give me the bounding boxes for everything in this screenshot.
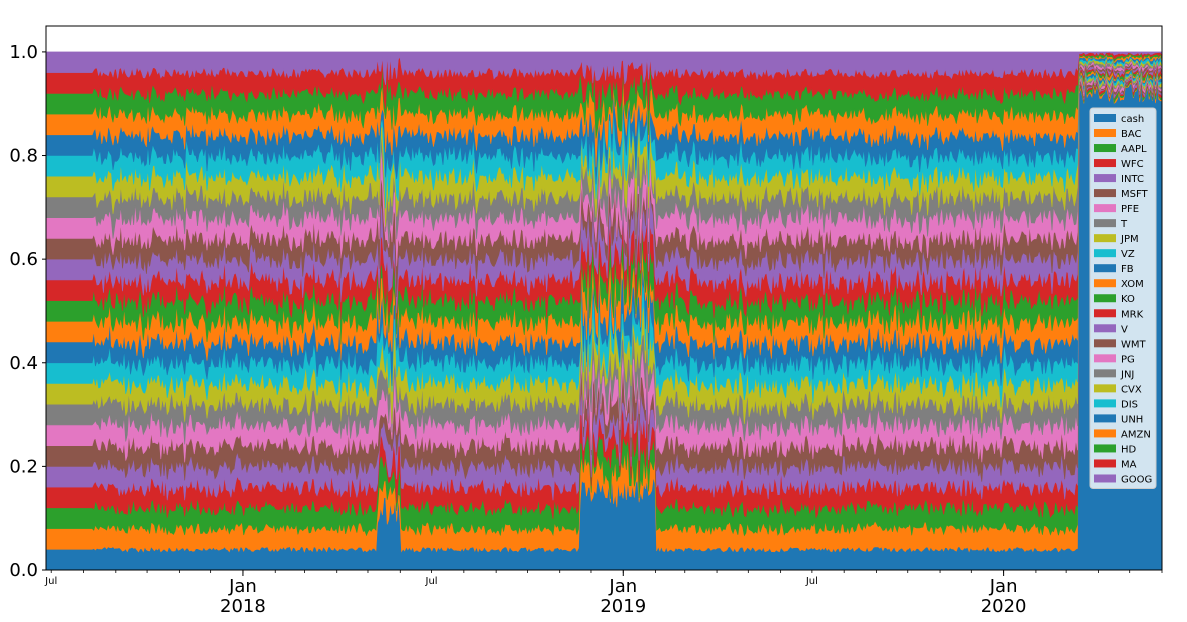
legend-label-v: V bbox=[1121, 324, 1128, 335]
y-tick-label: 0.4 bbox=[9, 353, 38, 374]
legend-label-t: T bbox=[1120, 219, 1128, 230]
legend: cash BAC AAPL WFC INTC MSFT PFE T JPM VZ FB XOM KO MR… bbox=[1089, 107, 1157, 489]
area-series-group bbox=[46, 51, 1162, 570]
legend-swatch-unh bbox=[1094, 414, 1116, 423]
y-tick-label: 0.0 bbox=[9, 560, 38, 581]
legend-swatch-bac bbox=[1094, 129, 1116, 138]
legend-swatch-ko bbox=[1094, 294, 1116, 303]
legend-swatch-pg bbox=[1094, 354, 1116, 363]
legend-label-intc: INTC bbox=[1121, 174, 1144, 185]
legend-swatch-cvx bbox=[1094, 384, 1116, 393]
legend-swatch-amzn bbox=[1094, 429, 1116, 438]
y-tick-label: 0.6 bbox=[9, 249, 38, 270]
x-major-tick-label: Jan bbox=[989, 576, 1018, 597]
y-tick-label: 0.8 bbox=[9, 146, 38, 167]
legend-label-mrk: MRK bbox=[1121, 309, 1144, 320]
x-minor-tick-label: Jul bbox=[425, 576, 438, 587]
legend-swatch-jpm bbox=[1094, 234, 1116, 243]
legend-label-ko: KO bbox=[1121, 294, 1135, 305]
legend-label-goog: GOOG bbox=[1121, 474, 1152, 485]
x-minor-tick-label: Jul bbox=[805, 576, 818, 587]
legend-swatch-mrk bbox=[1094, 309, 1116, 318]
legend-swatch-ma bbox=[1094, 459, 1116, 468]
x-major-year-label: 2020 bbox=[981, 596, 1027, 617]
legend-label-xom: XOM bbox=[1121, 279, 1144, 290]
legend-label-aapl: AAPL bbox=[1121, 144, 1147, 155]
legend-label-bac: BAC bbox=[1121, 129, 1142, 140]
legend-label-pg: PG bbox=[1121, 354, 1135, 365]
plot-frame bbox=[45, 25, 1163, 571]
legend-swatch-pfe bbox=[1094, 204, 1116, 213]
legend-swatch-xom bbox=[1094, 279, 1116, 288]
x-major-tick-label: Jan bbox=[608, 576, 637, 597]
legend-label-jpm: JPM bbox=[1120, 234, 1139, 245]
legend-swatch-jnj bbox=[1094, 369, 1116, 378]
legend-label-vz: VZ bbox=[1121, 249, 1135, 260]
legend-label-wfc: WFC bbox=[1121, 159, 1144, 170]
area-goog bbox=[46, 51, 1162, 85]
legend-swatch-wmt bbox=[1094, 339, 1116, 348]
y-tick-label: 0.2 bbox=[9, 456, 38, 477]
legend-swatch-aapl bbox=[1094, 144, 1116, 153]
legend-label-ma: MA bbox=[1121, 459, 1137, 470]
legend-label-pfe: PFE bbox=[1121, 204, 1139, 215]
legend-label-hd: HD bbox=[1121, 444, 1137, 455]
legend-label-dis: DIS bbox=[1121, 399, 1138, 410]
legend-box bbox=[1089, 107, 1157, 489]
legend-label-amzn: AMZN bbox=[1121, 429, 1151, 440]
x-major-year-label: 2018 bbox=[220, 596, 266, 617]
y-tick-label: 1.0 bbox=[9, 42, 38, 63]
x-major-tick-label: Jan bbox=[228, 576, 257, 597]
legend-swatch-intc bbox=[1094, 174, 1116, 183]
legend-label-msft: MSFT bbox=[1121, 189, 1149, 200]
legend-swatch-vz bbox=[1094, 249, 1116, 258]
legend-swatch-wfc bbox=[1094, 159, 1116, 168]
legend-label-fb: FB bbox=[1121, 264, 1134, 275]
y-axis: 0.0 0.2 0.4 0.6 0.8 1.0 bbox=[9, 42, 46, 581]
legend-swatch-goog bbox=[1094, 474, 1116, 483]
legend-label-wmt: WMT bbox=[1121, 339, 1147, 350]
legend-swatch-dis bbox=[1094, 399, 1116, 408]
legend-swatch-msft bbox=[1094, 189, 1116, 198]
legend-label-unh: UNH bbox=[1121, 414, 1143, 425]
legend-label-jnj: JNJ bbox=[1120, 369, 1134, 380]
x-major-year-label: 2019 bbox=[600, 596, 646, 617]
legend-swatch-cash bbox=[1094, 114, 1116, 122]
legend-swatch-t bbox=[1094, 219, 1116, 228]
legend-swatch-hd bbox=[1094, 444, 1116, 453]
legend-label-cvx: CVX bbox=[1121, 384, 1142, 395]
legend-swatch-fb bbox=[1094, 264, 1116, 273]
legend-swatch-v bbox=[1094, 324, 1116, 333]
legend-label-cash: cash bbox=[1121, 114, 1144, 125]
x-minor-tick-label: Jul bbox=[44, 576, 57, 587]
